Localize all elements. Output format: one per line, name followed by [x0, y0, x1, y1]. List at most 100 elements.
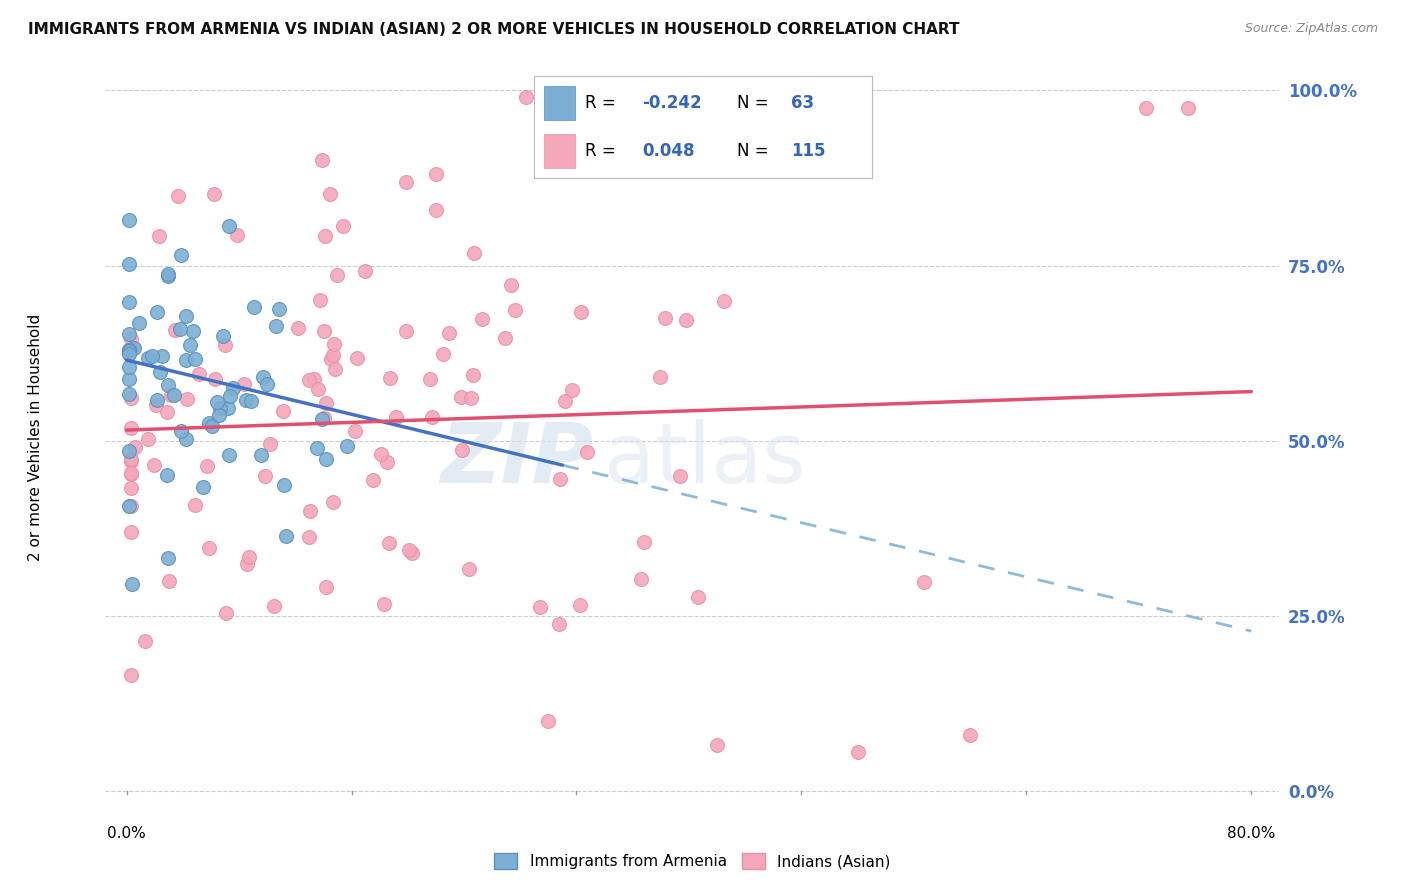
Point: [208, 408, 231, 422]
Point: [120, 481, 142, 495]
Point: [188, 368, 211, 382]
Point: [120, 454, 142, 468]
Point: [314, 411, 336, 425]
Point: [208, 401, 231, 415]
Point: [157, 378, 180, 392]
Point: [120, 467, 142, 481]
Point: [332, 219, 354, 233]
Point: [160, 388, 183, 402]
Point: [184, 351, 207, 366]
Point: [156, 268, 179, 283]
Text: IMMIGRANTS FROM ARMENIA VS INDIAN (ASIAN) 2 OR MORE VEHICLES IN HOUSEHOLD CORREL: IMMIGRANTS FROM ARMENIA VS INDIAN (ASIAN…: [28, 22, 960, 37]
Point: [120, 524, 142, 539]
Text: 115: 115: [790, 142, 825, 161]
Point: [315, 580, 337, 594]
Point: [124, 440, 146, 454]
Point: [118, 347, 141, 361]
Point: [323, 336, 346, 351]
Point: [650, 370, 672, 384]
Point: [554, 393, 576, 408]
Point: [222, 381, 245, 395]
Point: [236, 557, 259, 571]
Point: [675, 313, 697, 327]
Text: 2 or more Vehicles in Household: 2 or more Vehicles in Household: [28, 313, 42, 561]
Point: [184, 498, 207, 512]
Text: 63: 63: [790, 94, 814, 112]
Point: [122, 342, 145, 356]
Point: [471, 311, 494, 326]
Point: [450, 442, 472, 457]
Point: [156, 551, 179, 566]
Point: [314, 228, 336, 243]
Point: [346, 351, 368, 366]
Point: [375, 455, 398, 469]
Point: [146, 305, 169, 319]
Point: [322, 495, 344, 509]
Point: [344, 424, 367, 438]
Point: [706, 738, 728, 752]
Point: [314, 324, 336, 338]
Point: [326, 268, 349, 282]
Point: [419, 372, 441, 386]
Point: [120, 466, 142, 480]
Point: [219, 389, 242, 403]
Point: [561, 383, 583, 397]
Text: 80.0%: 80.0%: [1227, 826, 1275, 841]
Point: [118, 387, 141, 401]
Point: [361, 473, 384, 487]
Point: [179, 338, 201, 352]
Point: [214, 337, 236, 351]
Point: [460, 392, 482, 406]
Point: [198, 541, 221, 555]
Point: [537, 714, 560, 728]
Point: [146, 393, 169, 408]
Point: [264, 319, 287, 334]
Point: [118, 359, 141, 374]
Point: [311, 153, 333, 168]
Point: [157, 267, 180, 281]
Point: [163, 323, 186, 337]
Point: [163, 387, 186, 401]
Text: R =: R =: [585, 94, 616, 112]
Point: [370, 446, 392, 460]
Point: [1135, 101, 1157, 115]
Point: [120, 333, 142, 347]
Point: [252, 369, 274, 384]
Point: [319, 186, 342, 201]
Text: ZIP: ZIP: [440, 419, 593, 500]
Point: [425, 203, 447, 218]
Point: [118, 499, 141, 513]
Point: [120, 421, 142, 435]
Point: [309, 293, 332, 307]
Point: [201, 419, 224, 434]
Point: [463, 245, 485, 260]
Point: [118, 444, 141, 458]
Point: [167, 189, 190, 203]
Point: [568, 599, 591, 613]
Point: [1177, 101, 1199, 115]
Point: [373, 598, 395, 612]
Point: [315, 396, 337, 410]
Text: N =: N =: [737, 142, 768, 161]
Point: [688, 590, 710, 604]
Point: [170, 424, 193, 438]
Point: [198, 417, 221, 431]
Point: [959, 728, 981, 742]
Point: [450, 390, 472, 404]
Point: [271, 403, 294, 417]
Text: 0.0%: 0.0%: [107, 826, 146, 841]
Point: [240, 393, 263, 408]
Point: [169, 248, 191, 262]
Point: [205, 395, 228, 409]
Point: [138, 433, 160, 447]
Point: [215, 606, 238, 620]
Point: [142, 458, 165, 472]
Point: [398, 542, 420, 557]
Point: [323, 361, 346, 376]
Point: [254, 469, 277, 483]
Point: [118, 343, 141, 357]
Point: [150, 350, 173, 364]
Point: [354, 264, 377, 278]
Point: [529, 599, 551, 614]
Point: [401, 546, 423, 560]
